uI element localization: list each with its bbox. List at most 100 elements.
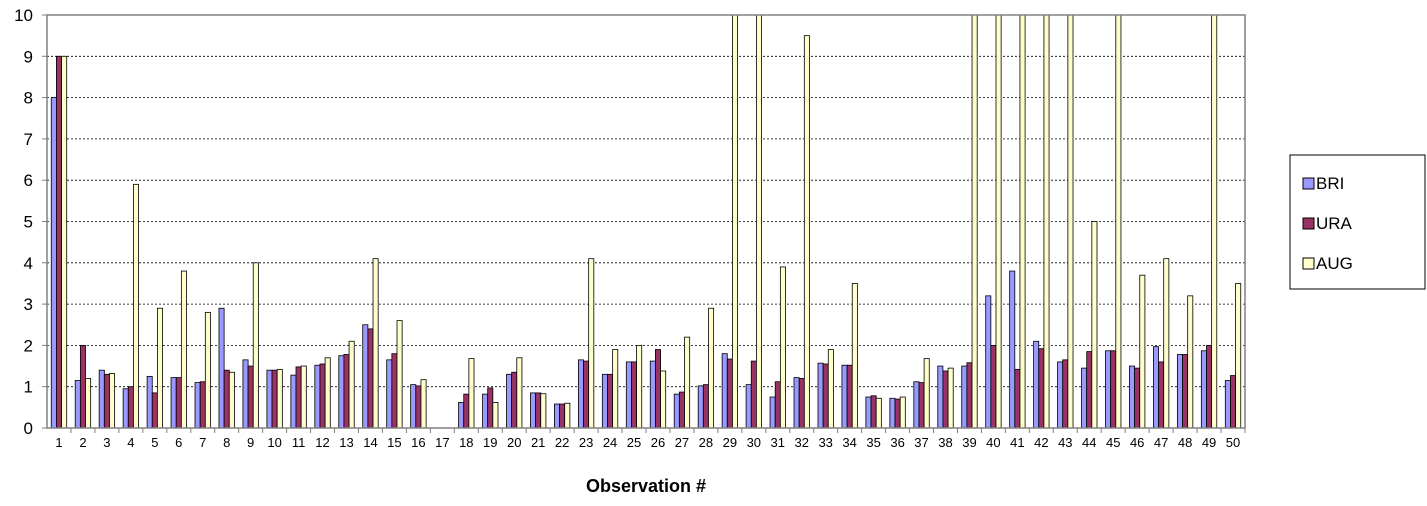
bar-aug: [923, 358, 930, 429]
bar-aug: [1043, 14, 1050, 429]
bar-bri: [1009, 270, 1016, 429]
x-tick-label: 15: [387, 435, 401, 450]
bar-aug: [803, 35, 810, 429]
x-tick-label: 2: [79, 435, 86, 450]
bar-bri: [577, 359, 584, 429]
x-tick-label: 44: [1082, 435, 1096, 450]
bar-bri: [1176, 354, 1183, 429]
bar-bri: [673, 393, 680, 429]
bar-ura: [511, 371, 518, 429]
x-tick-label: 6: [175, 435, 182, 450]
bar-aug: [61, 55, 68, 429]
x-tick-label: 33: [818, 435, 832, 450]
bar-bri: [961, 365, 968, 429]
bar-aug: [324, 357, 331, 429]
legend-swatch-aug: [1302, 257, 1315, 270]
x-axis-ticks: 1 2 3 4 5 6 7 8 9 10 11 12 13 14 15 16 17 18 19 20 21 22 23 24 2…: [55, 428, 1246, 450]
bar-aug: [660, 370, 667, 429]
y-tick-label: 5: [24, 213, 33, 232]
bar-aug: [1019, 14, 1026, 429]
bar-ura: [966, 362, 973, 429]
bar-bri: [338, 355, 345, 429]
bar-bri: [458, 401, 465, 429]
bar-bri: [386, 359, 393, 429]
bar-ura: [702, 384, 709, 429]
bar-ura: [487, 387, 494, 429]
bar-aug: [468, 358, 475, 429]
bar-aug: [995, 14, 1002, 429]
legend-label-aug: AUG: [1316, 254, 1353, 273]
x-tick-label: 30: [747, 435, 761, 450]
y-tick-label: 0: [24, 419, 33, 438]
bar-ura: [1158, 361, 1165, 429]
bar-bri: [554, 403, 560, 429]
bar-bri: [1057, 361, 1064, 429]
bar-ura: [367, 328, 374, 429]
x-tick-label: 43: [1058, 435, 1072, 450]
bar-aug: [540, 393, 547, 429]
bar-ura: [607, 373, 614, 429]
bar-aug: [899, 396, 906, 429]
bar-bri: [649, 360, 656, 429]
bar-bri: [769, 396, 776, 429]
bar-bri: [146, 375, 153, 429]
bar-ura: [223, 369, 230, 429]
bar-aug: [779, 266, 786, 429]
bar-bri: [721, 353, 728, 429]
x-tick-label: 35: [866, 435, 880, 450]
x-tick-label: 18: [459, 435, 473, 450]
x-tick-label: 41: [1010, 435, 1024, 450]
bar-ura: [415, 385, 422, 429]
x-tick-label: 31: [771, 435, 785, 450]
y-tick-label: 3: [24, 295, 33, 314]
bar-ura: [391, 353, 398, 429]
x-tick-label: 39: [962, 435, 976, 450]
x-tick-label: 29: [723, 435, 737, 450]
bar-bri: [601, 373, 608, 429]
bar-ura: [103, 373, 110, 429]
bar-aug: [228, 371, 235, 429]
bar-ura: [295, 366, 302, 429]
bar-ura: [726, 358, 733, 429]
y-axis-ticks: 0 1 2 3 4 5 6 7 8 9 10: [14, 6, 47, 438]
bar-aug: [1187, 295, 1194, 429]
x-tick-label: 14: [363, 435, 377, 450]
x-tick-label: 1: [55, 435, 62, 450]
bar-bri: [1153, 346, 1159, 429]
bar-bri: [1033, 340, 1040, 429]
bar-bri: [1224, 380, 1231, 429]
bar-bri: [74, 380, 81, 429]
bar-ura: [175, 377, 182, 429]
bar-ura: [1134, 367, 1141, 429]
x-tick-label: 19: [483, 435, 497, 450]
bar-ura: [56, 55, 62, 429]
bar-bri: [841, 364, 848, 429]
bar-bri: [194, 382, 201, 429]
bar-ura: [990, 344, 997, 429]
y-tick-label: 4: [24, 254, 33, 273]
bar-ura: [247, 365, 254, 429]
bar-bri: [1081, 367, 1088, 429]
bar-ura: [774, 381, 781, 429]
x-tick-label: 40: [986, 435, 1000, 450]
x-tick-label: 3: [103, 435, 110, 450]
bar-bri: [985, 295, 992, 429]
x-axis-title: Observation #: [586, 476, 706, 496]
y-tick-label: 10: [14, 6, 33, 25]
bar-ura: [678, 391, 685, 429]
x-tick-label: 45: [1106, 435, 1120, 450]
y-tick-label: 9: [24, 47, 33, 66]
bar-ura: [79, 344, 86, 429]
bar-ura: [942, 370, 949, 429]
x-tick-label: 25: [627, 435, 641, 450]
bar-ura: [1014, 368, 1021, 429]
bars: [50, 14, 1242, 429]
bar-aug: [755, 14, 762, 429]
plot-border: [46, 14, 1246, 429]
x-tick-label: 17: [435, 435, 449, 450]
legend: BRI URA AUG: [1289, 154, 1426, 290]
bar-aug: [156, 307, 163, 429]
x-tick-label: 36: [890, 435, 904, 450]
bar-aug: [851, 283, 858, 429]
x-tick-label: 24: [603, 435, 617, 450]
